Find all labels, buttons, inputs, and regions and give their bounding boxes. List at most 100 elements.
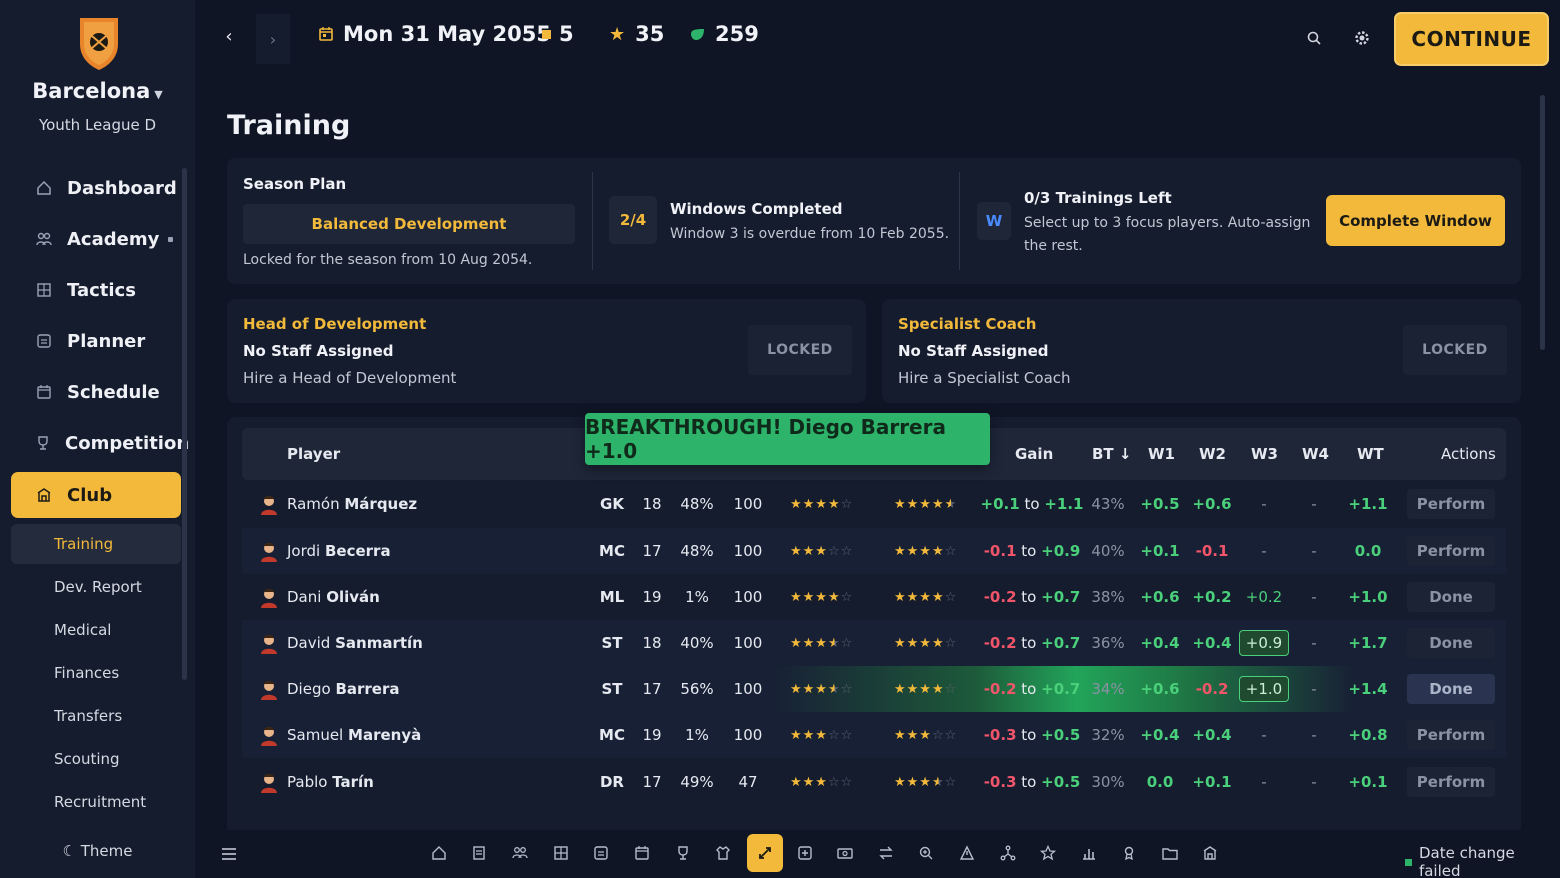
jersey-icon[interactable] bbox=[711, 841, 735, 865]
locked-button[interactable]: LOCKED bbox=[748, 325, 852, 375]
tactics-board-icon bbox=[35, 281, 53, 299]
table-row[interactable]: Jordi Becerra MC 17 48% 100 ★★★ ☆ ☆ ★★★★ ☆ … bbox=[242, 528, 1506, 574]
staff-status: No Staff Assigned bbox=[898, 342, 1049, 360]
planner-icon[interactable] bbox=[589, 841, 613, 865]
scouting-zoom-icon[interactable] bbox=[914, 841, 938, 865]
hamburger-menu-icon[interactable] bbox=[220, 843, 238, 865]
calendar-icon bbox=[35, 383, 53, 401]
w3-value: - bbox=[1261, 542, 1267, 560]
sidebar-scrollbar[interactable] bbox=[182, 168, 187, 680]
current-rating-stars: ★★★ ☆ ☆ bbox=[790, 774, 854, 790]
club-building-icon[interactable] bbox=[1198, 841, 1222, 865]
nav-tactics[interactable]: Tactics bbox=[11, 267, 181, 313]
document-icon[interactable] bbox=[467, 841, 491, 865]
table-row[interactable]: Dani Oliván ML 19 1% 100 ★★★★ ☆ ★★★★ ☆ -0.… bbox=[242, 574, 1506, 620]
done-button[interactable]: Done bbox=[1407, 628, 1495, 658]
club-selector[interactable]: Barcelona ▼ bbox=[0, 79, 195, 103]
nav-club[interactable]: Club bbox=[11, 472, 181, 518]
action-cell: Done bbox=[1406, 666, 1496, 712]
transfer-arrows-icon[interactable] bbox=[874, 841, 898, 865]
col-w3[interactable]: W3 bbox=[1251, 445, 1278, 463]
subnav-training[interactable]: Training bbox=[11, 524, 181, 564]
player-name[interactable]: Jordi Becerra bbox=[287, 542, 391, 560]
perform-button[interactable]: Perform bbox=[1407, 767, 1495, 797]
subnav-recruitment[interactable]: Recruitment bbox=[54, 793, 147, 811]
status-message: Date change failed bbox=[1405, 844, 1560, 878]
star-icon[interactable] bbox=[1036, 841, 1060, 865]
player-name[interactable]: Samuel Marenyà bbox=[287, 726, 422, 744]
season-plan-selector[interactable]: Balanced Development bbox=[243, 204, 575, 244]
money-icon[interactable] bbox=[833, 841, 857, 865]
done-button[interactable]: Done bbox=[1407, 674, 1495, 704]
player-name[interactable]: Ramón Márquez bbox=[287, 495, 418, 513]
player-name[interactable]: David Sanmartín bbox=[287, 634, 423, 652]
gain-range: -0.2 to +0.7 bbox=[983, 680, 1081, 698]
table-row[interactable]: Diego Barrera ST 17 56% 100 ★★★ ★ ☆ ★★★★ ☆ … bbox=[242, 666, 1506, 712]
col-gain[interactable]: Gain bbox=[1015, 445, 1054, 463]
club-building-icon bbox=[35, 486, 53, 504]
player-name[interactable]: Dani Oliván bbox=[287, 588, 380, 606]
subnav-dev-report[interactable]: Dev. Report bbox=[54, 578, 142, 596]
table-row[interactable]: Pablo Tarín DR 17 49% 47 ★★★ ☆ ☆ ★★★ ★ ☆ -0.… bbox=[242, 759, 1506, 805]
col-w4[interactable]: W4 bbox=[1302, 445, 1329, 463]
people-icon[interactable] bbox=[508, 841, 532, 865]
player-name[interactable]: Pablo Tarín bbox=[287, 773, 374, 791]
training-whistle-icon[interactable] bbox=[747, 834, 783, 872]
gear-icon[interactable] bbox=[1352, 28, 1372, 48]
folder-icon[interactable] bbox=[1158, 841, 1182, 865]
table-row[interactable]: David Sanmartín ST 18 40% 100 ★★★ ★ ☆ ★★★★… bbox=[242, 620, 1506, 666]
trophy-icon[interactable] bbox=[671, 841, 695, 865]
subnav-scouting[interactable]: Scouting bbox=[54, 750, 120, 768]
forward-arrow-icon[interactable]: › bbox=[256, 14, 290, 64]
col-bt[interactable]: BT ↓ bbox=[1092, 445, 1132, 463]
wt-value: +0.1 bbox=[1348, 773, 1388, 791]
done-button[interactable]: Done bbox=[1407, 582, 1495, 612]
staff-hire-hint: Hire a Head of Development bbox=[243, 369, 457, 387]
people-icon bbox=[35, 230, 53, 248]
perform-button[interactable]: Perform bbox=[1407, 720, 1495, 750]
w2-value: +0.2 bbox=[1192, 588, 1232, 606]
subnav-medical[interactable]: Medical bbox=[54, 621, 112, 639]
table-row[interactable]: Samuel Marenyà MC 19 1% 100 ★★★ ☆ ☆ ★★★ ☆ ☆ … bbox=[242, 712, 1506, 758]
nav-academy[interactable]: Academy bbox=[11, 216, 181, 262]
nav-schedule[interactable]: Schedule bbox=[11, 369, 181, 415]
w4-value: - bbox=[1311, 773, 1317, 791]
search-icon[interactable] bbox=[1304, 28, 1324, 48]
complete-window-button[interactable]: Complete Window bbox=[1326, 195, 1505, 246]
main-scrollbar[interactable] bbox=[1540, 95, 1545, 350]
home-icon[interactable] bbox=[427, 841, 451, 865]
award-ribbon-icon[interactable] bbox=[1117, 841, 1141, 865]
theme-toggle[interactable]: ☾ Theme bbox=[0, 842, 195, 860]
gain-range: -0.1 to +0.9 bbox=[983, 542, 1081, 560]
warning-triangle-icon[interactable] bbox=[955, 841, 979, 865]
tactics-board-icon[interactable] bbox=[549, 841, 573, 865]
subnav-finances[interactable]: Finances bbox=[54, 664, 120, 682]
back-arrow-icon[interactable]: ‹ bbox=[225, 26, 233, 47]
col-w1[interactable]: W1 bbox=[1148, 445, 1175, 463]
locked-button[interactable]: LOCKED bbox=[1403, 325, 1507, 375]
perform-button[interactable]: Perform bbox=[1407, 489, 1495, 519]
nav-dashboard[interactable]: Dashboard bbox=[11, 165, 181, 211]
stat-square: 5 bbox=[542, 22, 574, 46]
nav-planner[interactable]: Planner bbox=[11, 318, 181, 364]
nav-competition[interactable]: Competition bbox=[11, 420, 189, 466]
star-icon: ★ bbox=[609, 23, 626, 45]
player-progress: 40% bbox=[680, 634, 714, 652]
staff-role: Head of Development bbox=[243, 315, 427, 333]
w1-value: +0.5 bbox=[1140, 495, 1180, 513]
table-row[interactable]: Ramón Márquez GK 18 48% 100 ★★★★ ☆ ★★★★ ★ … bbox=[242, 481, 1506, 527]
medical-cross-icon[interactable] bbox=[793, 841, 817, 865]
player-name[interactable]: Diego Barrera bbox=[287, 680, 400, 698]
col-w2[interactable]: W2 bbox=[1199, 445, 1226, 463]
nav-label: Competition bbox=[65, 432, 190, 454]
network-icon[interactable] bbox=[996, 841, 1020, 865]
col-wt[interactable]: WT bbox=[1357, 445, 1384, 463]
continue-button[interactable]: CONTINUE bbox=[1394, 12, 1549, 66]
perform-button[interactable]: Perform bbox=[1407, 536, 1495, 566]
bar-chart-icon[interactable] bbox=[1077, 841, 1101, 865]
bt-value: 40% bbox=[1091, 542, 1125, 560]
calendar-icon[interactable] bbox=[630, 841, 654, 865]
subnav-transfers[interactable]: Transfers bbox=[54, 707, 123, 725]
col-player[interactable]: Player bbox=[287, 445, 341, 463]
nav-label: Planner bbox=[67, 330, 146, 352]
